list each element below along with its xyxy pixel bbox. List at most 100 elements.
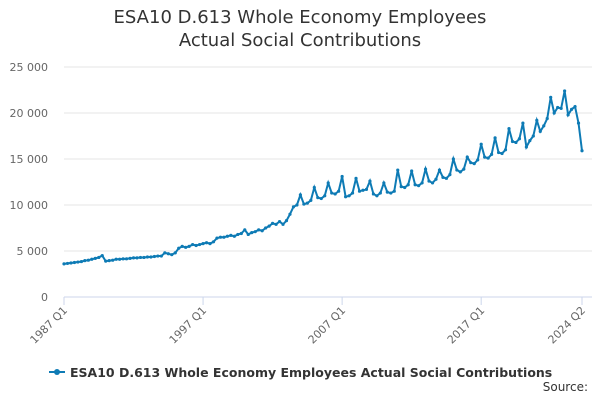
point: [250, 231, 254, 235]
point: [382, 181, 386, 185]
y-tick-label: 20 000: [10, 107, 49, 120]
point: [545, 116, 549, 121]
point: [107, 259, 111, 263]
point: [76, 260, 80, 264]
point: [406, 183, 410, 187]
point: [62, 262, 66, 266]
point: [528, 139, 532, 143]
x-tick-label: 2017 Q1: [445, 304, 488, 347]
point: [128, 256, 132, 260]
point: [361, 188, 365, 192]
point: [490, 152, 494, 156]
point: [277, 219, 282, 224]
point: [580, 149, 584, 153]
point: [274, 222, 278, 226]
point: [563, 89, 567, 93]
point: [197, 242, 202, 247]
point: [166, 252, 170, 256]
point: [357, 189, 362, 193]
point: [218, 235, 223, 239]
point: [350, 191, 355, 195]
point: [483, 155, 487, 159]
point: [152, 254, 156, 259]
point: [316, 196, 320, 200]
point: [295, 203, 299, 207]
point: [229, 233, 233, 237]
legend-label: ESA10 D.613 Whole Economy Employees Actu…: [70, 365, 552, 380]
point: [86, 258, 90, 262]
point: [121, 257, 125, 261]
point: [173, 251, 177, 255]
point: [326, 181, 330, 185]
point: [444, 176, 449, 180]
point: [211, 240, 216, 244]
point: [451, 157, 455, 161]
y-tick-label: 15 000: [10, 153, 49, 166]
x-tick-label: 1987 Q1: [28, 304, 71, 347]
point: [556, 105, 560, 110]
point: [389, 191, 393, 195]
point: [413, 183, 417, 187]
point: [455, 168, 459, 172]
y-tick-label: 10 000: [10, 199, 49, 212]
point: [465, 155, 469, 159]
x-tick-label: 2024 Q2: [546, 304, 589, 347]
point: [138, 255, 143, 260]
point: [347, 194, 351, 198]
point: [236, 232, 240, 237]
point: [434, 177, 438, 181]
point: [83, 259, 87, 263]
point: [330, 191, 334, 195]
point: [243, 228, 247, 232]
point: [118, 257, 122, 261]
point: [399, 185, 403, 189]
series-line: [63, 90, 583, 265]
point: [343, 195, 348, 199]
point: [510, 139, 515, 144]
source: Source:: [543, 380, 588, 394]
point: [131, 256, 136, 260]
point: [104, 259, 108, 263]
point: [184, 245, 188, 249]
point: [284, 219, 289, 223]
point: [257, 228, 261, 232]
y-tick-label: 25 000: [10, 61, 49, 74]
point: [486, 156, 490, 160]
point: [270, 221, 275, 225]
point: [448, 173, 452, 177]
point: [267, 224, 271, 228]
point: [496, 150, 501, 155]
point: [514, 140, 518, 145]
point: [288, 212, 292, 216]
point: [246, 232, 250, 237]
point: [507, 127, 511, 131]
point: [177, 246, 181, 250]
point: [469, 161, 473, 165]
point: [542, 124, 546, 128]
point: [427, 179, 431, 183]
point: [302, 202, 306, 206]
point: [159, 254, 163, 258]
point: [79, 259, 83, 264]
point: [479, 142, 483, 146]
point: [65, 261, 70, 266]
point: [371, 192, 376, 196]
point: [576, 121, 581, 125]
point: [253, 230, 257, 234]
point: [204, 241, 209, 245]
point: [222, 235, 226, 239]
point: [423, 167, 428, 171]
point: [364, 187, 369, 191]
point: [437, 168, 442, 172]
point: [396, 168, 400, 172]
point: [552, 111, 556, 115]
point: [517, 137, 522, 141]
point: [535, 118, 539, 122]
point: [93, 256, 97, 260]
point: [378, 191, 382, 195]
point: [135, 256, 139, 260]
point: [232, 234, 236, 238]
point: [124, 257, 129, 261]
point: [100, 254, 104, 258]
point: [549, 95, 553, 99]
